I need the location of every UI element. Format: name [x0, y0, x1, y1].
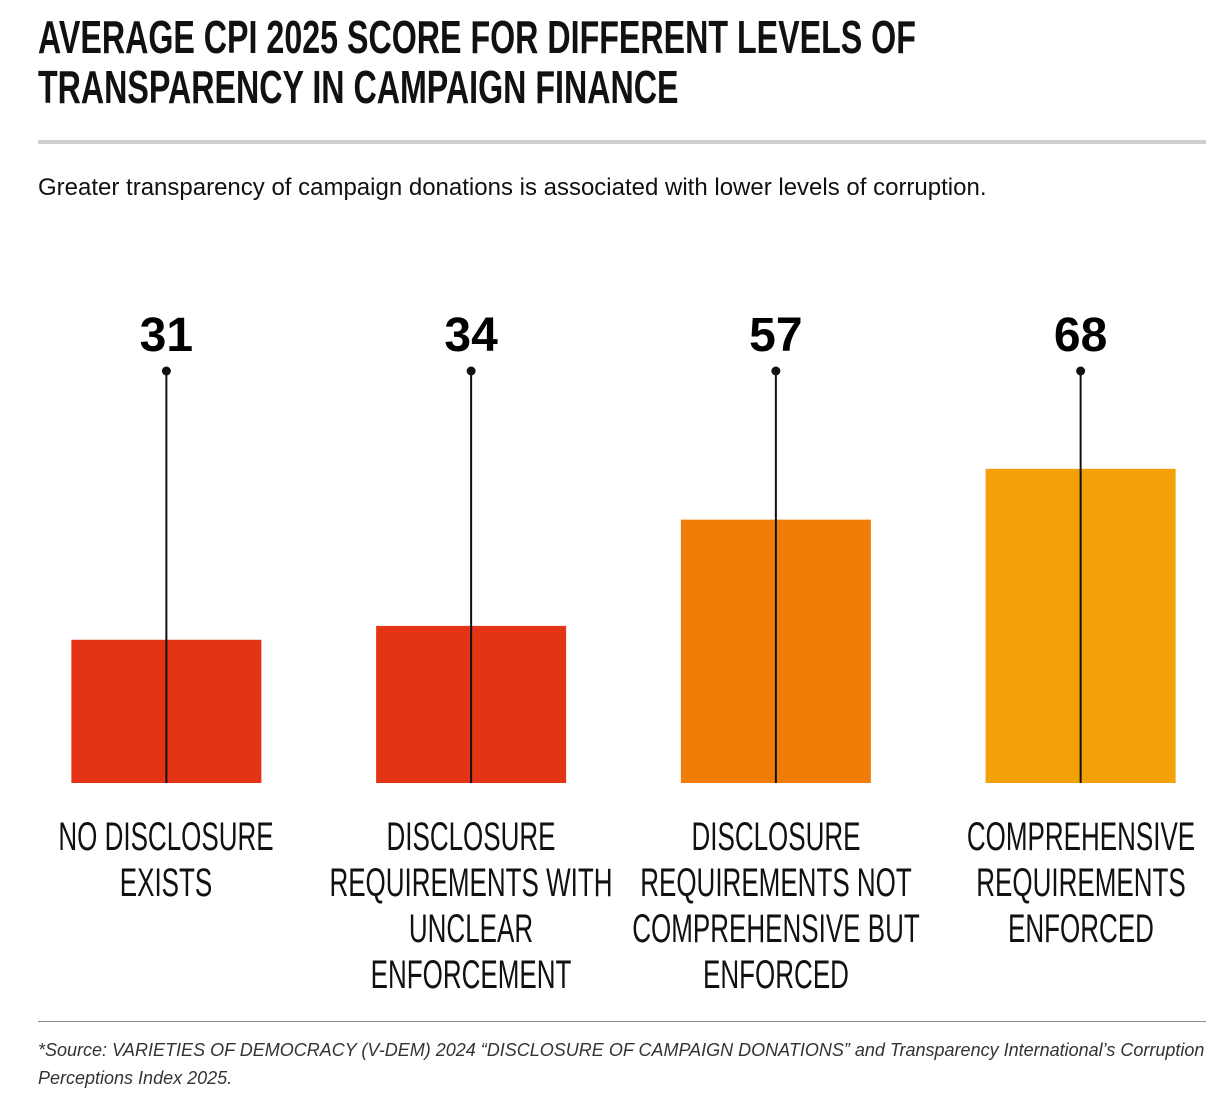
leader-dot	[161, 366, 171, 376]
leader-dot	[771, 366, 781, 376]
leader-dot	[1076, 366, 1086, 376]
chart-subtitle: Greater transparency of campaign donatio…	[38, 174, 987, 201]
footer-rule	[38, 1021, 1206, 1022]
chart-title: AVERAGE CPI 2025 SCORE FOR DIFFERENT LEV…	[38, 11, 916, 113]
source-note: *Source: VARIETIES OF DEMOCRACY (V-DEM) …	[38, 1040, 1205, 1088]
value-label: 57	[749, 309, 802, 362]
category-label: COMPREHENSIVE REQUIREMENTS ENFORCED	[966, 815, 1195, 951]
title-rule	[38, 140, 1206, 144]
value-label: 31	[140, 309, 193, 362]
category-label: DISCLOSURE REQUIREMENTS WITH UNCLEAR ENF…	[329, 815, 613, 997]
leader-dot	[466, 366, 476, 376]
category-label: NO DISCLOSURE EXISTS	[58, 815, 275, 905]
category-label: DISCLOSURE REQUIREMENTS NOT COMPREHENSIV…	[632, 815, 920, 997]
value-label: 68	[1054, 309, 1107, 362]
value-label: 34	[444, 309, 498, 362]
